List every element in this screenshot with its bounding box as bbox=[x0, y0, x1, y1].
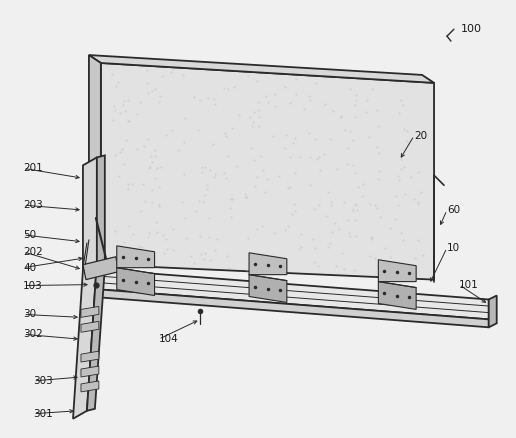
Text: 60: 60 bbox=[447, 205, 460, 215]
Polygon shape bbox=[101, 63, 434, 279]
Text: 103: 103 bbox=[23, 281, 43, 290]
Polygon shape bbox=[378, 260, 416, 282]
Text: 201: 201 bbox=[23, 163, 43, 173]
Polygon shape bbox=[249, 275, 287, 303]
Polygon shape bbox=[81, 366, 99, 377]
Text: 104: 104 bbox=[158, 334, 179, 344]
Polygon shape bbox=[81, 351, 99, 362]
Polygon shape bbox=[83, 157, 97, 270]
Polygon shape bbox=[101, 270, 489, 319]
Text: 203: 203 bbox=[23, 200, 43, 210]
Text: 303: 303 bbox=[33, 376, 53, 386]
Polygon shape bbox=[87, 262, 105, 411]
Polygon shape bbox=[81, 321, 99, 332]
Polygon shape bbox=[378, 282, 416, 309]
Text: 202: 202 bbox=[23, 247, 43, 257]
Polygon shape bbox=[83, 257, 119, 279]
Polygon shape bbox=[89, 55, 434, 83]
Polygon shape bbox=[117, 246, 155, 268]
Text: 101: 101 bbox=[459, 279, 479, 290]
Polygon shape bbox=[81, 381, 99, 392]
Text: 302: 302 bbox=[23, 329, 43, 339]
Text: 100: 100 bbox=[461, 24, 482, 34]
Polygon shape bbox=[489, 296, 497, 327]
Polygon shape bbox=[97, 155, 105, 268]
Polygon shape bbox=[89, 55, 101, 265]
Text: 10: 10 bbox=[447, 243, 460, 253]
Text: 50: 50 bbox=[23, 230, 37, 240]
Text: 30: 30 bbox=[23, 309, 37, 319]
Text: 40: 40 bbox=[23, 263, 37, 273]
Text: 20: 20 bbox=[414, 131, 427, 141]
Text: 301: 301 bbox=[33, 409, 53, 419]
Polygon shape bbox=[81, 307, 99, 318]
Polygon shape bbox=[117, 268, 155, 296]
Polygon shape bbox=[73, 262, 97, 419]
Polygon shape bbox=[101, 290, 489, 327]
Polygon shape bbox=[249, 253, 287, 275]
